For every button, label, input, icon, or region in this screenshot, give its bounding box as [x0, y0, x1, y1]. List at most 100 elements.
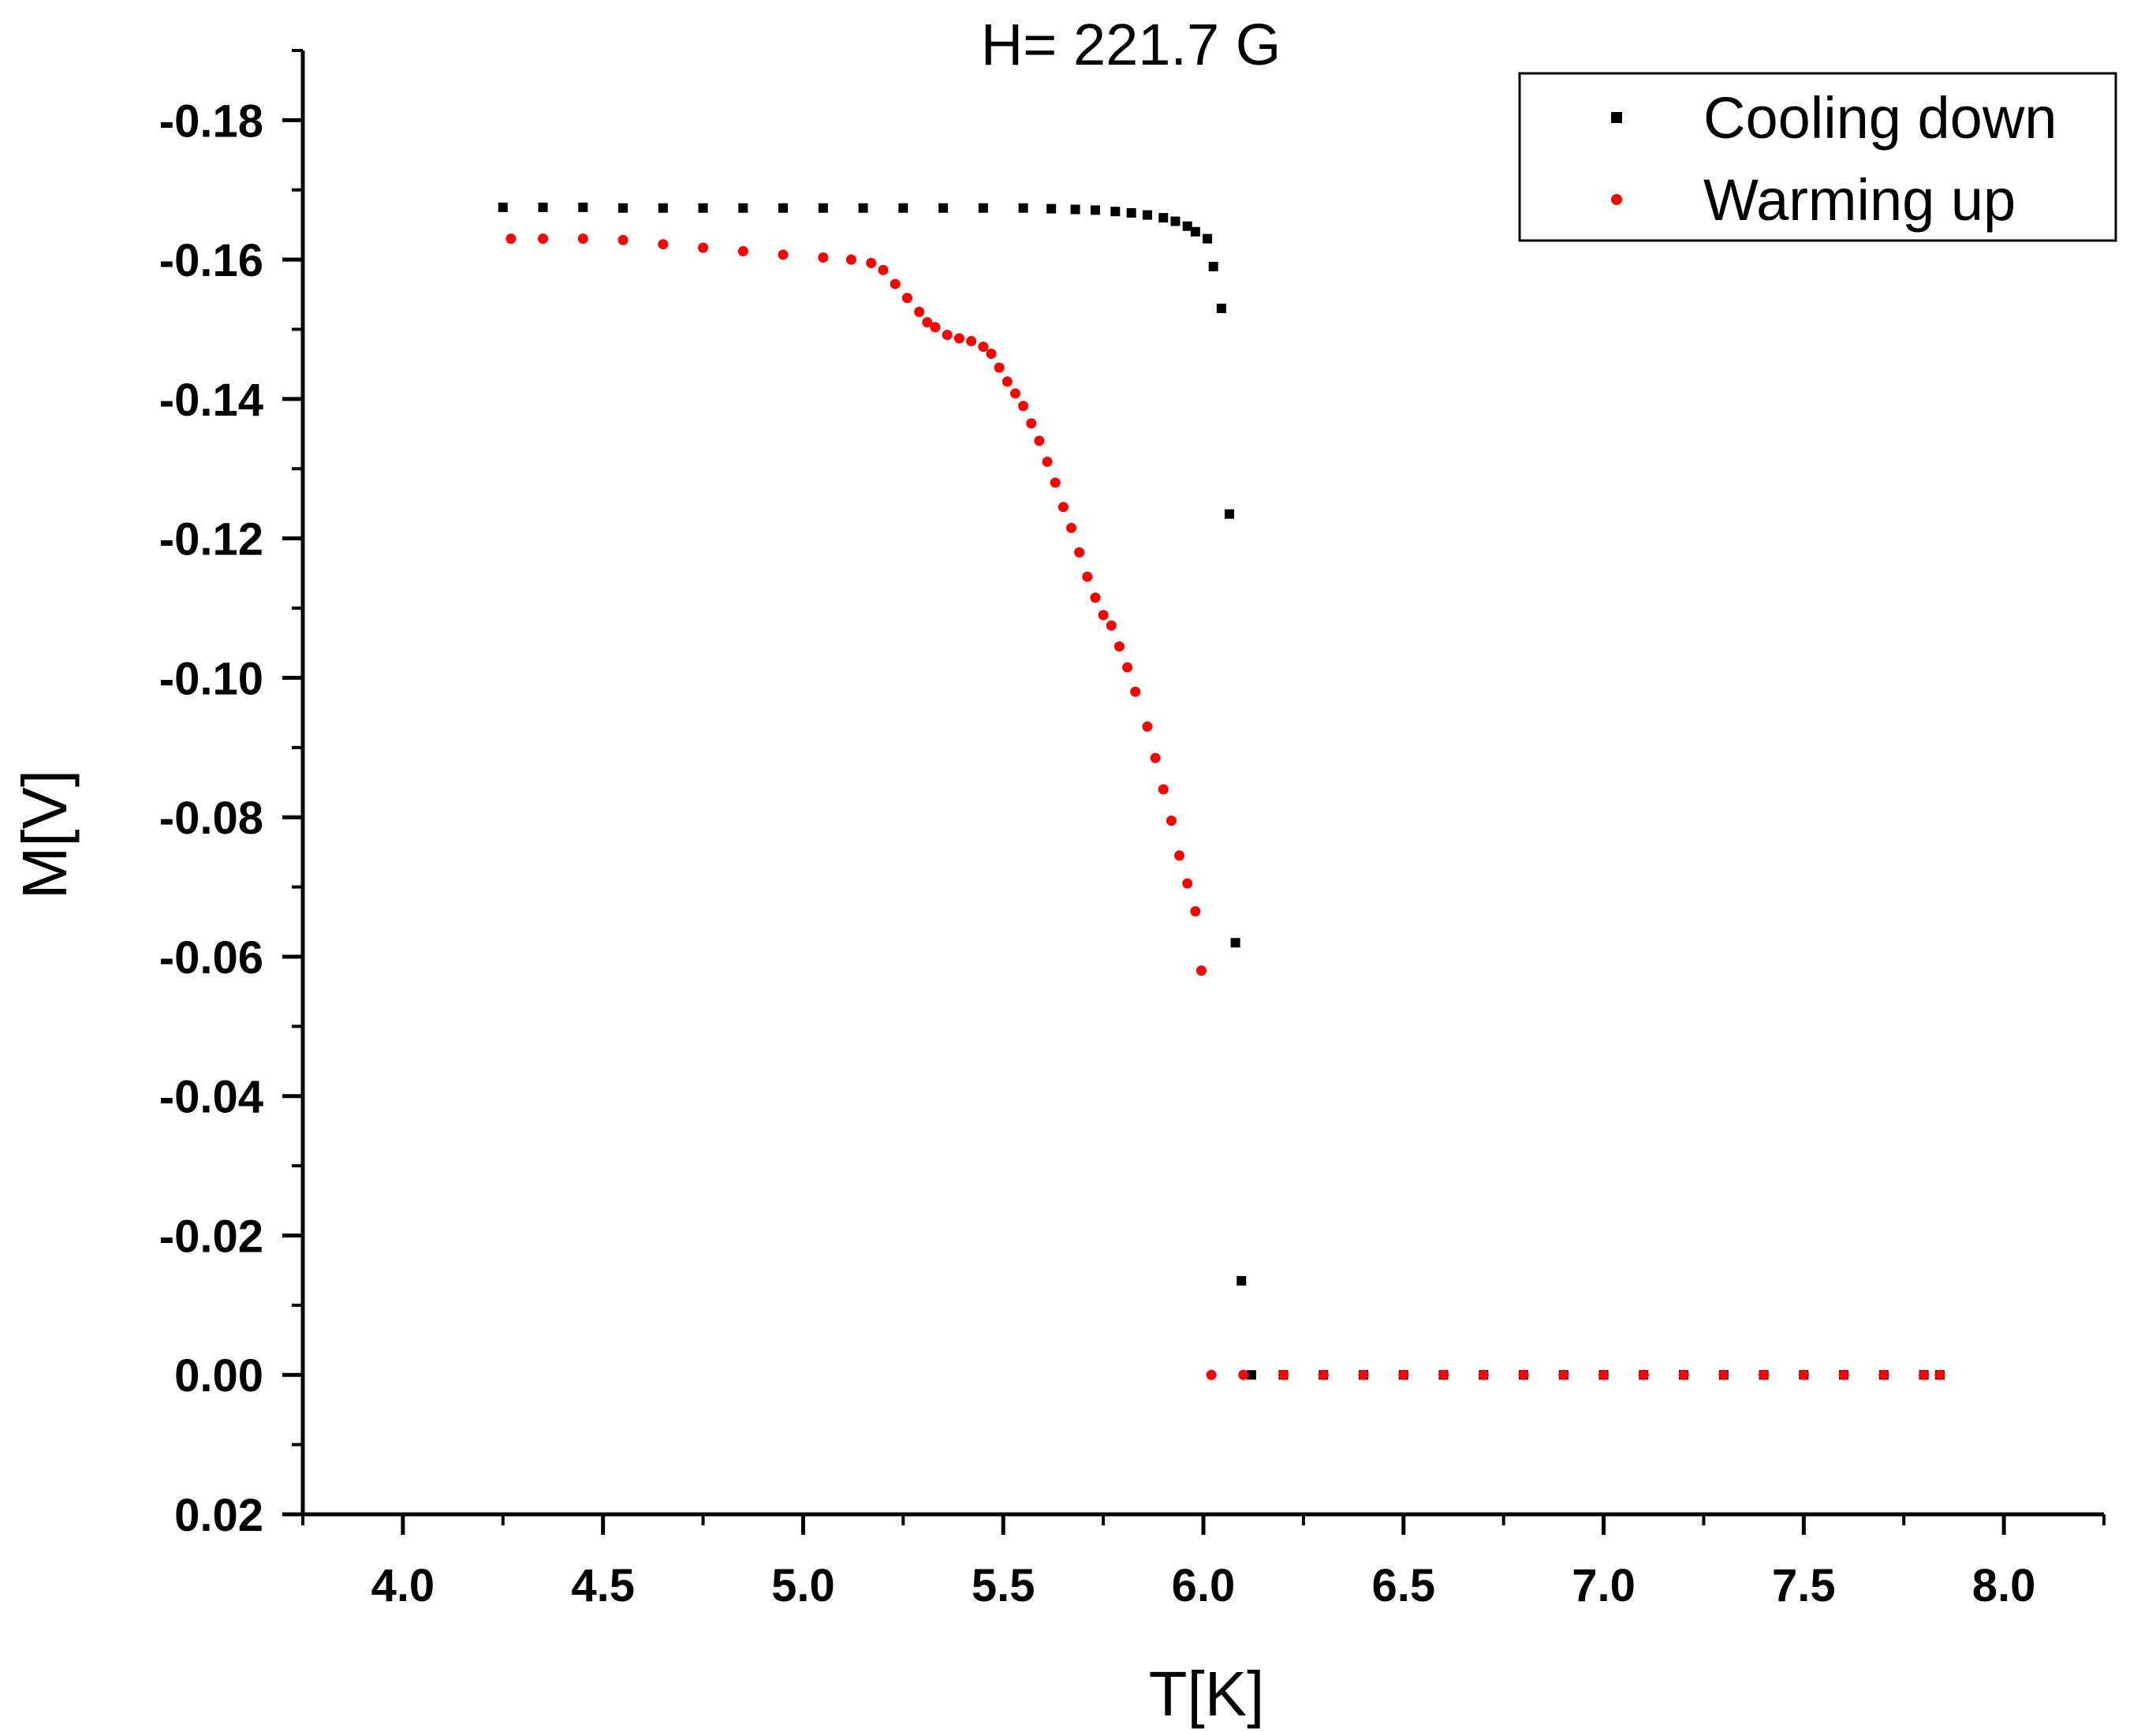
data-point — [738, 203, 748, 213]
data-point — [1203, 233, 1213, 244]
data-point — [818, 252, 829, 263]
data-point — [778, 249, 789, 260]
x-tick-label: 6.0 — [1172, 1560, 1236, 1611]
data-point — [1919, 1369, 1930, 1380]
data-point — [1074, 547, 1085, 558]
y-tick-label: -0.12 — [159, 514, 263, 566]
data-point — [1518, 1369, 1529, 1380]
data-point — [1478, 1369, 1489, 1380]
legend-marker — [1611, 194, 1622, 205]
data-point — [1170, 216, 1181, 226]
data-point — [901, 293, 912, 304]
x-axis: 4.0 4.5 5.0 5.5 6.0 6.5 7.0 7.5 8.0 — [301, 1514, 2106, 1611]
legend-marker — [1611, 112, 1622, 123]
data-point — [1142, 210, 1152, 220]
y-tick-label: -0.18 — [159, 95, 263, 147]
x-tick-label: 6.5 — [1371, 1560, 1435, 1611]
y-tick-label: -0.14 — [159, 375, 263, 426]
data-point — [1438, 1369, 1449, 1380]
y-tick-label: -0.02 — [159, 1211, 263, 1262]
data-point — [1798, 1369, 1809, 1380]
data-point — [878, 264, 889, 275]
data-point — [922, 317, 933, 328]
data-point — [617, 234, 629, 245]
data-point — [1358, 1369, 1369, 1380]
data-point — [890, 278, 901, 289]
data-point — [698, 203, 708, 213]
data-point — [538, 202, 548, 212]
legend-box — [1518, 72, 2117, 242]
y-axis-title: M[V] — [9, 770, 80, 899]
data-point — [1158, 213, 1169, 223]
data-point — [942, 330, 953, 341]
data-point — [618, 203, 629, 213]
data-point — [1182, 221, 1192, 231]
data-point — [1878, 1369, 1889, 1380]
data-point — [498, 202, 508, 212]
data-point — [1009, 388, 1020, 399]
data-point — [1206, 1369, 1217, 1380]
data-point — [1934, 1369, 1945, 1380]
y-tick-label: 0.00 — [174, 1350, 263, 1402]
data-point — [1208, 261, 1218, 271]
data-point — [966, 336, 977, 347]
data-point — [1558, 1369, 1569, 1380]
data-point — [1174, 850, 1185, 861]
x-tick-label: 4.0 — [371, 1560, 435, 1611]
legend-label: Warming up — [1703, 167, 2016, 233]
data-point — [898, 203, 908, 213]
data-point — [1130, 686, 1141, 697]
data-point — [1678, 1369, 1689, 1380]
data-point — [698, 242, 709, 253]
x-tick-label: 7.0 — [1572, 1560, 1636, 1611]
data-point — [577, 233, 588, 244]
data-point — [1166, 816, 1177, 827]
series-1 — [498, 202, 1945, 1380]
y-tick-label: -0.08 — [159, 793, 263, 844]
data-point — [1098, 610, 1109, 621]
legend-label: Cooling down — [1703, 85, 2057, 151]
series-2 — [505, 233, 1945, 1380]
data-point — [1838, 1369, 1849, 1380]
data-point — [1122, 662, 1133, 673]
data-point — [1150, 752, 1161, 763]
data-point — [1195, 965, 1207, 976]
data-point — [1070, 204, 1080, 215]
data-point — [1050, 477, 1061, 488]
data-point — [1224, 509, 1234, 519]
data-point — [1002, 376, 1013, 387]
x-tick-label: 5.5 — [972, 1560, 1035, 1611]
data-point — [1759, 1369, 1770, 1380]
y-tick-label: -0.06 — [159, 932, 263, 984]
data-point — [938, 203, 949, 213]
data-point — [1090, 205, 1100, 215]
x-tick-label: 4.5 — [571, 1560, 635, 1611]
data-point — [1216, 304, 1226, 314]
data-point — [505, 233, 517, 244]
data-point — [658, 203, 668, 213]
data-point — [978, 342, 989, 353]
data-point — [953, 333, 964, 344]
data-point — [1237, 1275, 1247, 1286]
data-point — [1090, 592, 1101, 603]
x-axis-title: T[K] — [1149, 1659, 1265, 1729]
y-tick-label: -0.10 — [159, 653, 263, 704]
data-point — [1182, 878, 1193, 889]
data-point — [930, 322, 941, 333]
data-point — [1278, 1369, 1289, 1380]
data-point — [1110, 207, 1121, 217]
data-point — [538, 233, 549, 244]
data-point — [1142, 721, 1153, 732]
data-point — [914, 306, 925, 317]
data-point — [1238, 1369, 1249, 1380]
data-point — [1026, 418, 1037, 429]
data-point — [737, 246, 748, 257]
data-point — [778, 203, 789, 213]
data-point — [1246, 1370, 1256, 1380]
y-tick-label: -0.16 — [159, 235, 263, 286]
data-point — [578, 202, 588, 212]
data-point — [1106, 620, 1117, 631]
plot-area — [300, 50, 2104, 1517]
data-point — [1018, 203, 1028, 213]
